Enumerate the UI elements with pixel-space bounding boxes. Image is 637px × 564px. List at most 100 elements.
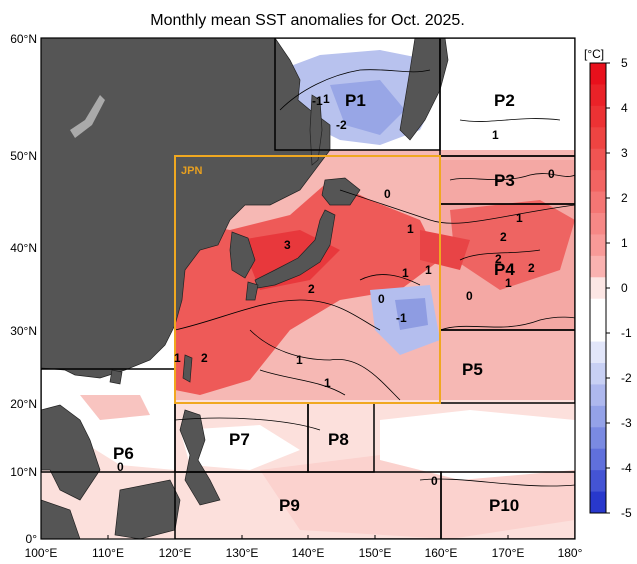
contour-line bbox=[449, 173, 575, 181]
region-box-p10 bbox=[440, 471, 575, 539]
contour-line bbox=[249, 329, 401, 401]
neutral-anomaly-area bbox=[180, 425, 300, 470]
contour-line bbox=[174, 299, 381, 331]
region-label-p6: P6 bbox=[113, 444, 134, 463]
cool-anomaly-area bbox=[330, 80, 405, 135]
colorbar-swatch bbox=[590, 191, 606, 214]
contour-line bbox=[459, 249, 541, 261]
contour-line bbox=[439, 316, 575, 331]
contour-value-labels: 1 -1 -2 1 0 3 1 2 0 -1 1 1 2 1 1 1 0 1 2… bbox=[117, 92, 555, 488]
neutral-anomaly-area bbox=[380, 410, 575, 480]
jpn-area-box bbox=[174, 155, 441, 404]
philippines-islands bbox=[179, 409, 221, 506]
colorbar-swatch bbox=[590, 84, 606, 107]
inland-water bbox=[70, 95, 105, 138]
contour-label: 0 bbox=[548, 167, 555, 181]
asia-continent bbox=[41, 38, 331, 379]
contour-label: 2 bbox=[201, 351, 208, 365]
region-label-p1: P1 bbox=[345, 91, 366, 110]
sakhalin-island bbox=[309, 94, 323, 166]
contour-label: 1 bbox=[324, 376, 331, 390]
colorbar-tick-label: 4 bbox=[621, 101, 628, 115]
colorbar-tick-label: 1 bbox=[621, 236, 628, 250]
contour-label: 1 bbox=[425, 263, 432, 277]
latitude-axis: 0° 10°N 20°N 30°N 40°N 50°N 60°N bbox=[10, 32, 37, 546]
map-plot-area bbox=[41, 38, 575, 539]
contour-label: 0 bbox=[466, 289, 473, 303]
contour-label: -1 bbox=[312, 94, 323, 108]
taiwan-island bbox=[182, 354, 193, 383]
lon-tick-label: 180° bbox=[558, 546, 583, 560]
contour-line bbox=[419, 478, 575, 487]
region-label-p2: P2 bbox=[494, 91, 515, 110]
contour-label: 0 bbox=[384, 187, 391, 201]
contour-line bbox=[359, 274, 421, 286]
contour-label: 0 bbox=[378, 292, 385, 306]
neutral-anomaly-area bbox=[41, 370, 175, 470]
lon-tick-label: 150°E bbox=[359, 546, 392, 560]
contour-label: -1 bbox=[396, 311, 407, 325]
honshu-island bbox=[254, 209, 336, 289]
borneo-island bbox=[114, 479, 181, 539]
colorbar-tick-label: -2 bbox=[621, 371, 632, 385]
jpn-area-label: JPN bbox=[181, 165, 202, 177]
contour-label: 2 bbox=[308, 282, 315, 296]
contour-label: -2 bbox=[336, 118, 347, 132]
lon-tick-label: 140°E bbox=[292, 546, 325, 560]
kamchatka-peninsula bbox=[399, 38, 449, 141]
contour-label: 0 bbox=[117, 460, 124, 474]
colorbar-swatch bbox=[590, 213, 606, 235]
contour-line bbox=[279, 69, 431, 111]
colorbar: [°C] 5 4 3 2 1 0 -1 -2 -3 -4 -5 bbox=[584, 47, 632, 520]
colorbar-tick-label: 5 bbox=[621, 56, 628, 70]
contour-label: 1 bbox=[323, 92, 330, 106]
strong-warm-anomaly-area bbox=[420, 230, 470, 270]
colorbar-swatch bbox=[590, 470, 606, 493]
lon-tick-label: 170°E bbox=[492, 546, 525, 560]
region-label-p5: P5 bbox=[462, 360, 483, 379]
colorbar-swatch bbox=[590, 363, 606, 385]
region-labels: P1 P2 P3 P4 P5 P6 P7 P8 P9 P10 bbox=[113, 91, 519, 515]
colorbar-unit: [°C] bbox=[584, 47, 604, 61]
colorbar-swatch bbox=[590, 170, 606, 193]
cool-anomaly-area bbox=[395, 298, 428, 330]
lat-tick-label: 10°N bbox=[10, 465, 37, 479]
region-label-p3: P3 bbox=[494, 171, 515, 190]
contour-label: 1 bbox=[174, 351, 181, 365]
colorbar-tick-label: 0 bbox=[621, 281, 628, 295]
colorbar-swatch bbox=[590, 298, 606, 321]
colorbar-swatch bbox=[590, 320, 606, 343]
colorbar-swatch bbox=[590, 448, 606, 471]
colorbar-tick-label: 2 bbox=[621, 191, 628, 205]
region-boxes bbox=[41, 38, 575, 539]
contour-label: 3 bbox=[284, 238, 291, 252]
contour-line bbox=[339, 189, 575, 224]
colorbar-swatch bbox=[590, 234, 606, 257]
weak-warm-anomaly-area bbox=[80, 395, 150, 420]
hokkaido-island bbox=[321, 177, 361, 206]
colorbar-tick-label: -4 bbox=[621, 461, 632, 475]
colorbar-swatch bbox=[590, 148, 606, 171]
contour-label: 1 bbox=[516, 211, 523, 225]
lon-tick-label: 100°E bbox=[25, 546, 58, 560]
region-label-p8: P8 bbox=[328, 430, 349, 449]
colorbar-swatch bbox=[590, 127, 606, 150]
hainan-island bbox=[109, 369, 123, 385]
colorbar-tick-label: -3 bbox=[621, 416, 632, 430]
contour-label: 1 bbox=[492, 128, 499, 142]
contour-label: 2 bbox=[500, 230, 507, 244]
contour-label: 1 bbox=[505, 276, 512, 290]
colorbar-swatch bbox=[590, 405, 606, 428]
contour-label: 2 bbox=[495, 252, 502, 266]
colorbar-swatches bbox=[590, 63, 606, 514]
contour-label: 2 bbox=[528, 261, 535, 275]
colorbar-swatch bbox=[590, 255, 606, 278]
map-title: Monthly mean SST anomalies for Oct. 2025… bbox=[150, 12, 465, 29]
colorbar-swatch bbox=[590, 277, 606, 300]
korean-peninsula bbox=[229, 231, 256, 279]
longitude-axis: 100°E 110°E 120°E 130°E 140°E 150°E 160°… bbox=[25, 535, 583, 560]
region-label-p9: P9 bbox=[279, 496, 300, 515]
contour-label: 1 bbox=[402, 266, 409, 280]
lon-tick-label: 120°E bbox=[159, 546, 192, 560]
lon-tick-label: 110°E bbox=[92, 546, 124, 560]
